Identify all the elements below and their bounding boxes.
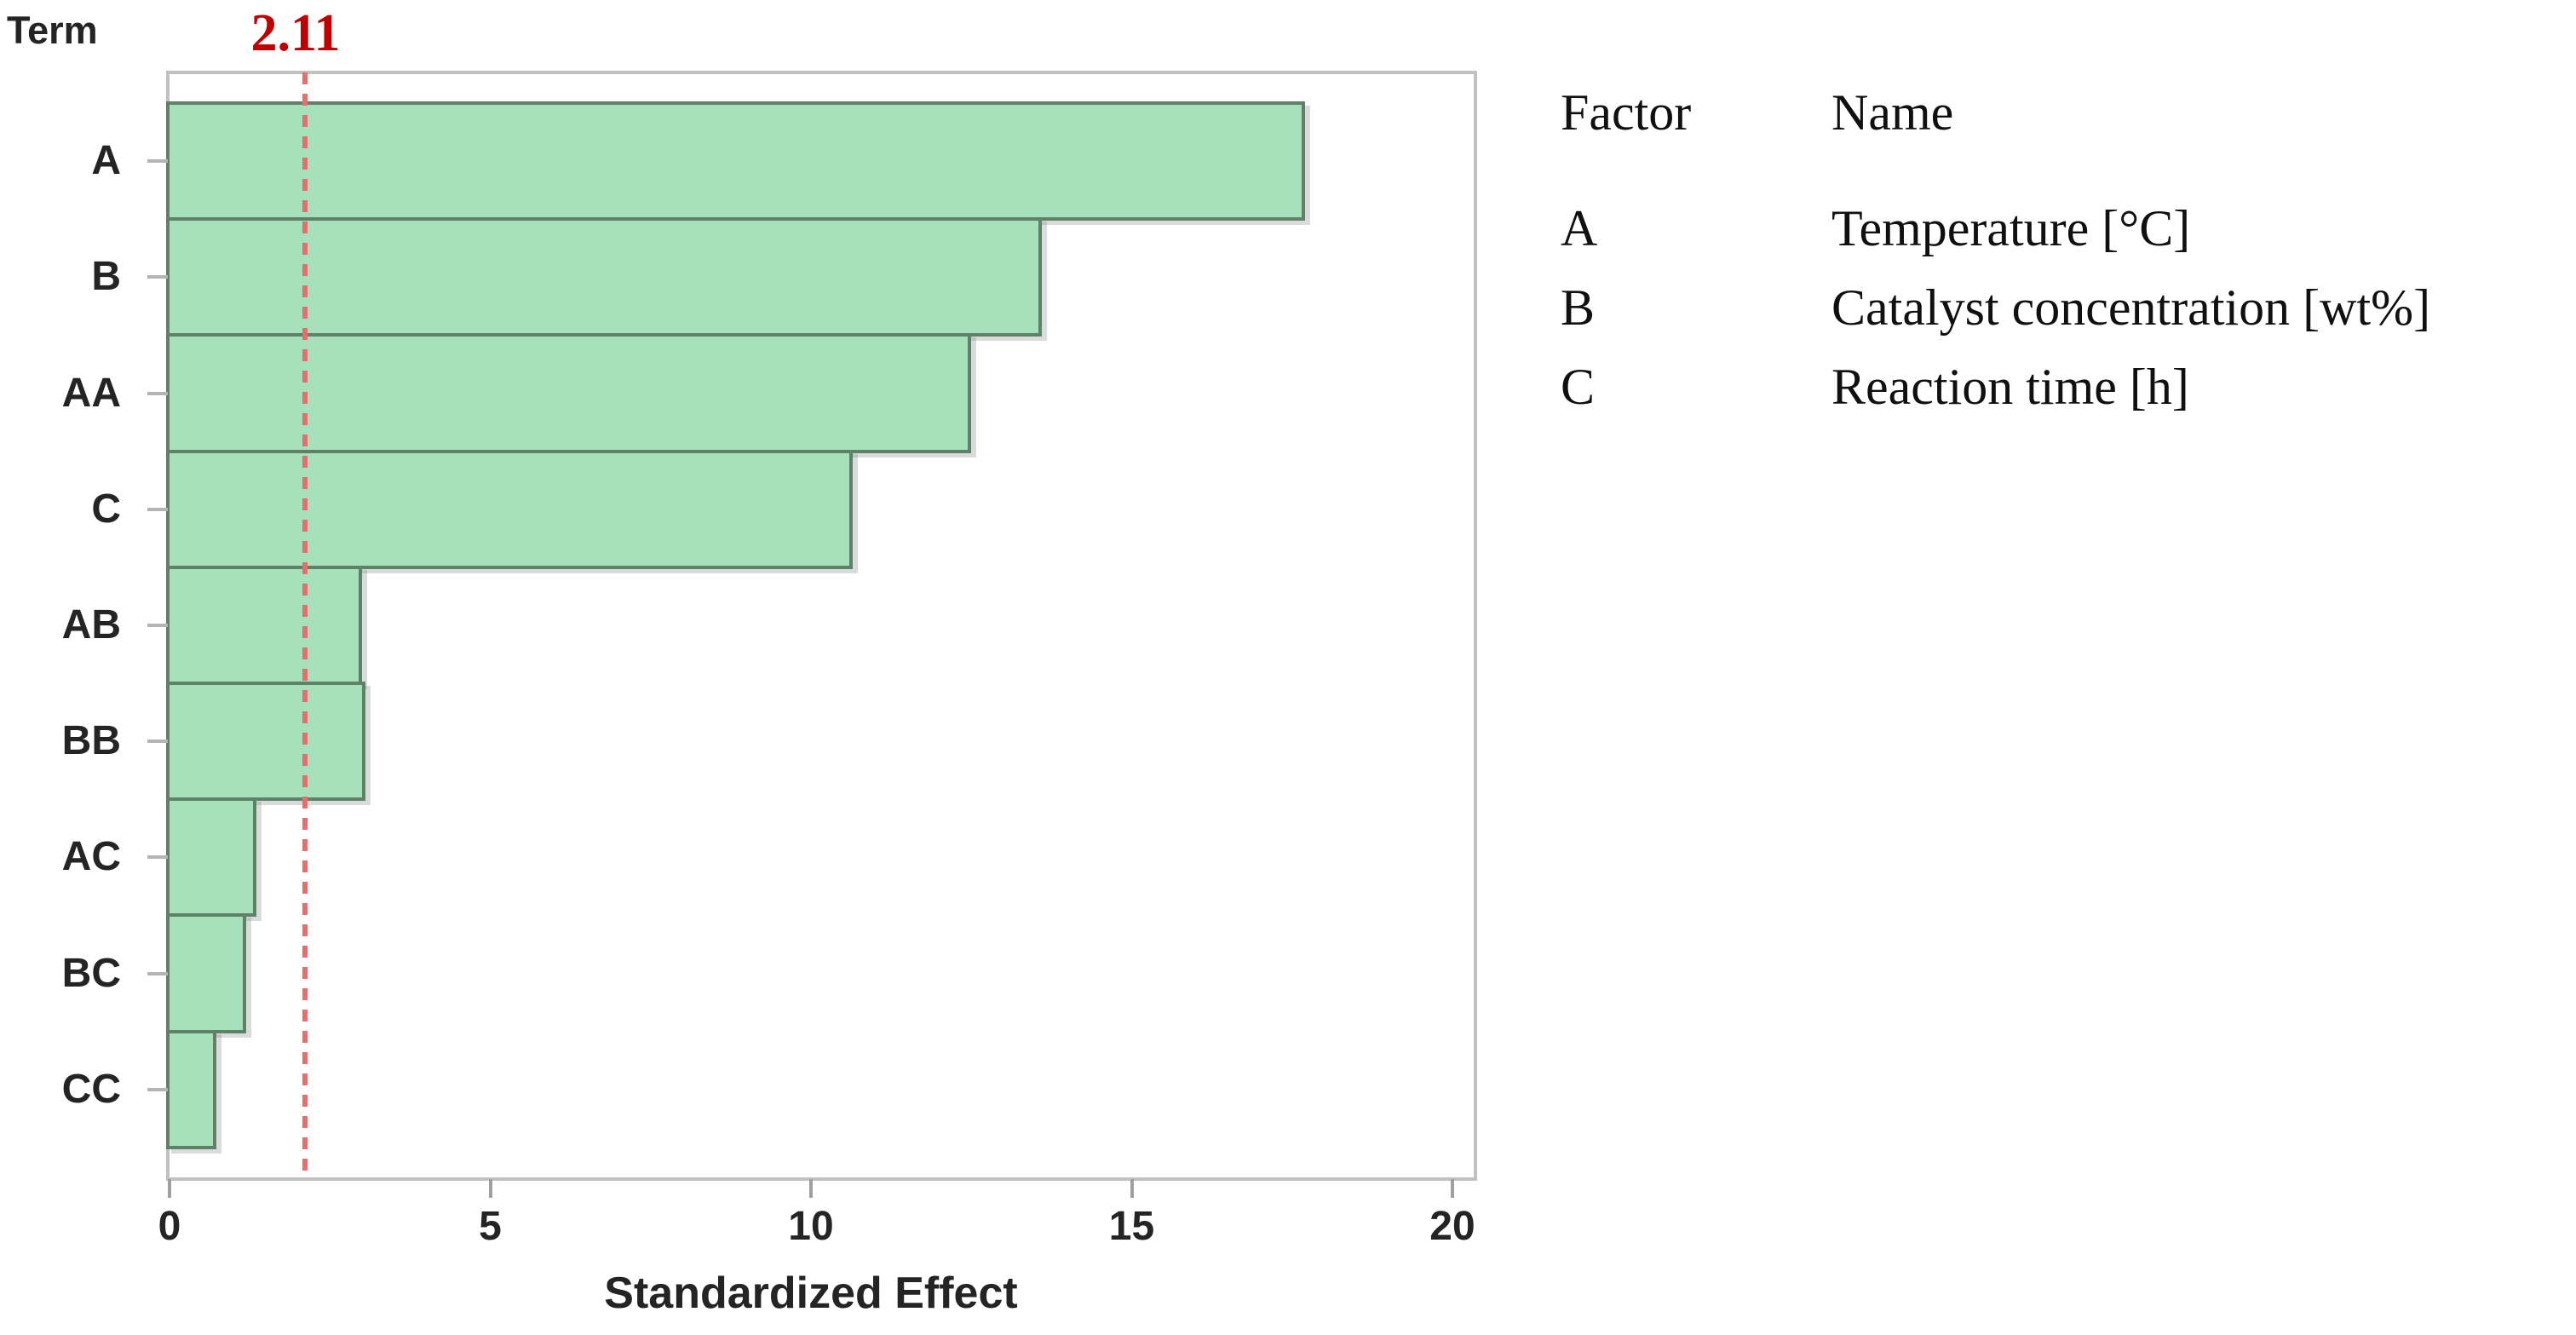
y-label-B: B — [91, 254, 121, 300]
legend-name-A: Temperature [°C] — [1831, 200, 2191, 256]
y-tick-C — [147, 507, 168, 511]
reference-line — [302, 72, 308, 1179]
legend-factor-B: B — [1561, 279, 1596, 336]
x-tick-label-10: 10 — [788, 1204, 834, 1249]
x-tick-15 — [1130, 1179, 1134, 1198]
y-label-BB: BB — [61, 718, 121, 764]
y-tick-A — [147, 159, 168, 164]
x-tick-label-20: 20 — [1429, 1204, 1475, 1249]
bar-BC — [166, 913, 247, 1033]
x-tick-10 — [809, 1179, 813, 1198]
bar-BB — [166, 682, 365, 802]
x-tick-5 — [488, 1179, 492, 1198]
y-label-AC: AC — [61, 834, 121, 880]
legend-factor-A: A — [1561, 200, 1598, 256]
legend-header-factor: Factor — [1561, 84, 1692, 141]
legend-header-name: Name — [1831, 84, 1954, 141]
bar-C — [166, 449, 853, 569]
x-tick-label-5: 5 — [479, 1204, 502, 1249]
bar-AA — [166, 333, 972, 453]
y-label-AA: AA — [61, 370, 121, 416]
y-label-A: A — [91, 138, 121, 184]
y-axis-title: Term — [7, 9, 98, 52]
bar-B — [166, 217, 1043, 337]
x-tick-0 — [168, 1179, 171, 1198]
bar-CC — [166, 1029, 216, 1149]
legend-factor-C: C — [1561, 359, 1596, 415]
y-tick-CC — [147, 1087, 168, 1091]
y-tick-AA — [147, 391, 168, 395]
reference-line-value-label: 2.11 — [250, 4, 341, 62]
y-label-CC: CC — [61, 1066, 121, 1112]
legend-name-C: Reaction time [h] — [1831, 359, 2189, 415]
x-tick-label-0: 0 — [158, 1204, 181, 1249]
y-tick-AC — [147, 855, 168, 860]
y-tick-AB — [147, 623, 168, 627]
y-label-BC: BC — [61, 950, 121, 996]
plot-area — [166, 71, 1477, 1181]
bar-AC — [166, 797, 256, 918]
bar-A — [166, 101, 1305, 222]
x-axis-title: Standardized Effect — [604, 1269, 1018, 1318]
x-tick-label-15: 15 — [1108, 1204, 1155, 1249]
x-tick-20 — [1451, 1179, 1454, 1198]
legend-name-B: Catalyst concentration [wt%] — [1831, 279, 2431, 336]
y-label-C: C — [91, 486, 121, 532]
y-tick-BC — [147, 971, 168, 975]
y-label-AB: AB — [61, 601, 121, 647]
bar-AB — [166, 565, 362, 685]
y-tick-BB — [147, 739, 168, 744]
y-tick-B — [147, 275, 168, 279]
